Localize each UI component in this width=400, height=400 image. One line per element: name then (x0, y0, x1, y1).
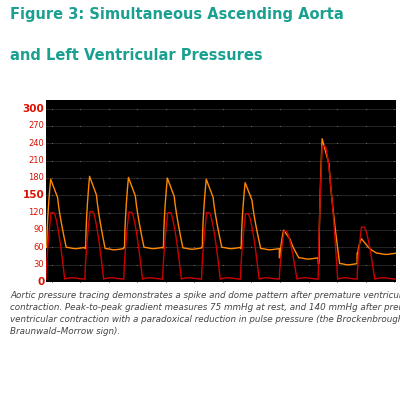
Text: 150: 150 (22, 190, 44, 200)
Text: 270: 270 (28, 122, 44, 130)
Text: 60: 60 (34, 243, 44, 252)
Text: 90: 90 (34, 226, 44, 234)
Text: 300: 300 (22, 104, 44, 114)
Text: 0: 0 (37, 277, 44, 287)
Text: Aortic pressure tracing demonstrates a spike and dome pattern after premature ve: Aortic pressure tracing demonstrates a s… (10, 291, 400, 336)
Text: 180: 180 (28, 174, 44, 182)
Text: 30: 30 (34, 260, 44, 269)
Text: 240: 240 (28, 139, 44, 148)
Text: and Left Ventricular Pressures: and Left Ventricular Pressures (10, 48, 263, 63)
Text: Figure 3: Simultaneous Ascending Aorta: Figure 3: Simultaneous Ascending Aorta (10, 7, 344, 22)
Text: 210: 210 (28, 156, 44, 165)
Text: 120: 120 (28, 208, 44, 217)
